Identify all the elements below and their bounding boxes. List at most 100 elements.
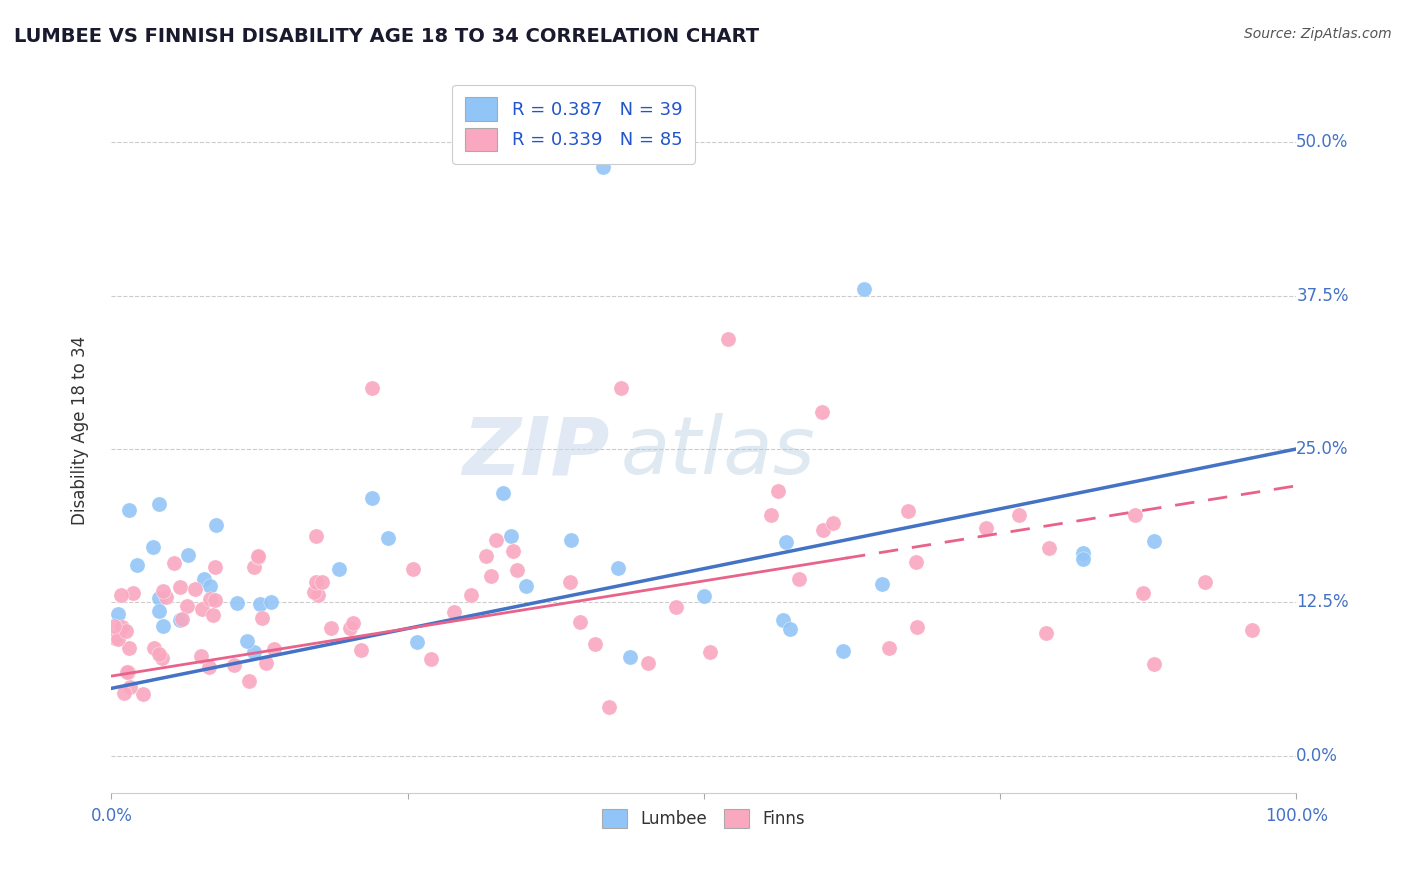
Point [502,544,524,558]
Legend: Lumbee, Finns: Lumbee, Finns [596,803,811,835]
Point [328,562,350,576]
Point [104,631,127,645]
Point [813,523,835,537]
Point [103,619,125,633]
Point [775,534,797,549]
Point [716,332,738,346]
Point [305,574,328,589]
Point [252,611,274,625]
Point [361,491,384,505]
Point [402,562,425,576]
Point [852,282,875,296]
Point [112,686,135,700]
Point [319,621,342,635]
Point [118,680,141,694]
Point [897,504,920,518]
Point [311,575,333,590]
Point [169,613,191,627]
Point [115,624,138,638]
Point [505,563,527,577]
Point [242,560,264,574]
Point [111,620,134,634]
Y-axis label: Disability Age 18 to 34: Disability Age 18 to 34 [72,336,89,525]
Point [115,665,138,680]
Point [148,497,170,511]
Point [259,595,281,609]
Point [665,599,688,614]
Point [361,381,384,395]
Point [405,634,427,648]
Point [499,529,522,543]
Point [247,549,270,564]
Point [1035,626,1057,640]
Point [249,597,271,611]
Point [974,520,997,534]
Text: 0.0%: 0.0% [1296,747,1339,764]
Point [475,549,498,563]
Point [569,615,592,629]
Point [485,533,508,548]
Text: 25.0%: 25.0% [1296,440,1348,458]
Point [148,604,170,618]
Point [242,644,264,658]
Point [779,622,801,636]
Point [254,656,277,670]
Point [606,560,628,574]
Point [118,640,141,655]
Point [150,651,173,665]
Point [305,529,328,543]
Point [176,548,198,562]
Point [198,579,221,593]
Point [198,591,221,606]
Point [204,518,226,533]
Point [350,643,373,657]
Point [302,585,325,599]
Point [598,699,620,714]
Point [811,405,834,419]
Text: Source: ZipAtlas.com: Source: ZipAtlas.com [1244,27,1392,41]
Point [905,620,928,634]
Point [419,652,441,666]
Point [1143,657,1166,671]
Point [307,588,329,602]
Point [870,577,893,591]
Point [236,634,259,648]
Point [152,619,174,633]
Point [342,616,364,631]
Point [107,607,129,621]
Point [222,658,245,673]
Point [637,657,659,671]
Point [1038,541,1060,555]
Point [377,531,399,545]
Point [148,591,170,605]
Point [460,588,482,602]
Point [263,641,285,656]
Point [143,640,166,655]
Point [759,508,782,523]
Point [772,613,794,627]
Point [1132,586,1154,600]
Point [699,645,721,659]
Text: atlas: atlas [621,413,815,491]
Point [201,608,224,623]
Point [1071,552,1094,566]
Point [443,605,465,619]
Text: 37.5%: 37.5% [1296,286,1348,304]
Point [117,665,139,680]
Point [515,579,537,593]
Point [1008,508,1031,522]
Point [169,580,191,594]
Point [142,541,165,555]
Point [163,556,186,570]
Point [204,559,226,574]
Point [831,644,853,658]
Point [118,503,141,517]
Point [768,484,790,499]
Point [905,555,928,569]
Point [172,612,194,626]
Point [122,586,145,600]
Text: 12.5%: 12.5% [1296,593,1348,611]
Point [176,599,198,613]
Point [107,632,129,647]
Point [1240,624,1263,638]
